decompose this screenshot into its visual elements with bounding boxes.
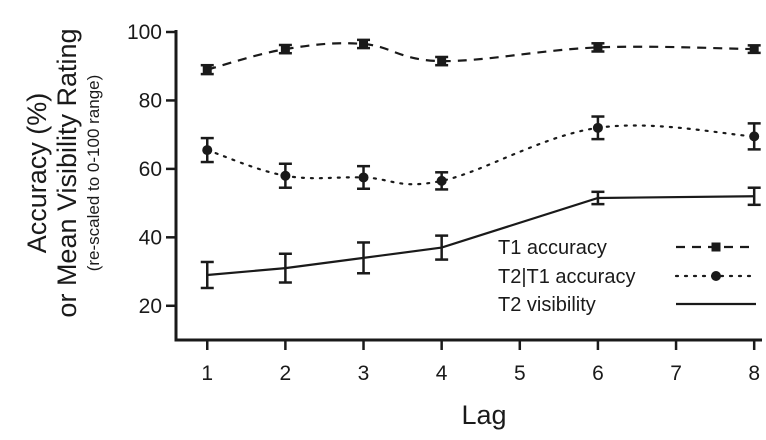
data-point	[436, 175, 447, 186]
legend-item: T2|T1 accuracy	[498, 266, 758, 288]
y-axis-title-group: Accuracy (%) or Mean Visibility Rating (…	[22, 28, 103, 317]
y-axis-title: Accuracy (%)	[22, 93, 52, 254]
y-tick-label: 60	[139, 158, 162, 181]
data-point	[280, 170, 291, 181]
data-point	[749, 44, 759, 54]
legend-marker	[711, 271, 721, 281]
data-point	[359, 39, 369, 49]
y-tick-label: 20	[139, 295, 162, 318]
data-point	[437, 56, 447, 66]
y-axis-title-line2: or Mean Visibility Rating	[52, 28, 82, 317]
data-point	[592, 122, 603, 133]
x-tick-label: 8	[748, 362, 760, 385]
data-point	[202, 145, 213, 156]
legend-label: T1 accuracy	[498, 237, 607, 259]
y-tick-label: 40	[139, 226, 162, 249]
data-point	[749, 131, 760, 142]
x-axis-ticks: 1 2 3 4 5 6 7 8	[201, 340, 760, 385]
y-axis-ticks: 20 40 60 80 100	[127, 21, 176, 318]
legend-item: T2 visibility	[498, 294, 756, 316]
legend-marker	[711, 242, 721, 252]
x-tick-label: 6	[592, 362, 604, 385]
series-line	[207, 195, 755, 277]
x-tick-label: 7	[670, 362, 682, 385]
series-2	[200, 186, 761, 290]
series-layer	[200, 38, 761, 290]
x-axis-title: Lag	[461, 400, 506, 430]
data-point	[280, 44, 290, 54]
x-tick-label: 4	[436, 362, 448, 385]
legend-item: T1 accuracy	[498, 237, 756, 259]
series-1	[200, 115, 761, 191]
x-tick-label: 2	[280, 362, 292, 385]
data-point	[202, 65, 212, 75]
y-tick-label: 80	[139, 89, 162, 112]
x-tick-label: 1	[201, 362, 213, 385]
legend: T1 accuracy T2|T1 accuracy T2 visibility	[498, 237, 758, 316]
data-point	[358, 172, 369, 183]
series-0	[200, 38, 761, 76]
axes: 1 2 3 4 5 6 7 8 20 40 60 80 100	[127, 21, 762, 385]
x-tick-label: 3	[358, 362, 370, 385]
x-tick-label: 5	[514, 362, 526, 385]
y-axis-subtitle: (re-scaled to 0-100 range)	[84, 75, 103, 272]
series-line	[206, 42, 755, 71]
legend-label: T2|T1 accuracy	[498, 266, 635, 288]
y-tick-label: 100	[127, 21, 162, 44]
data-point	[593, 42, 603, 52]
legend-label: T2 visibility	[498, 294, 596, 316]
